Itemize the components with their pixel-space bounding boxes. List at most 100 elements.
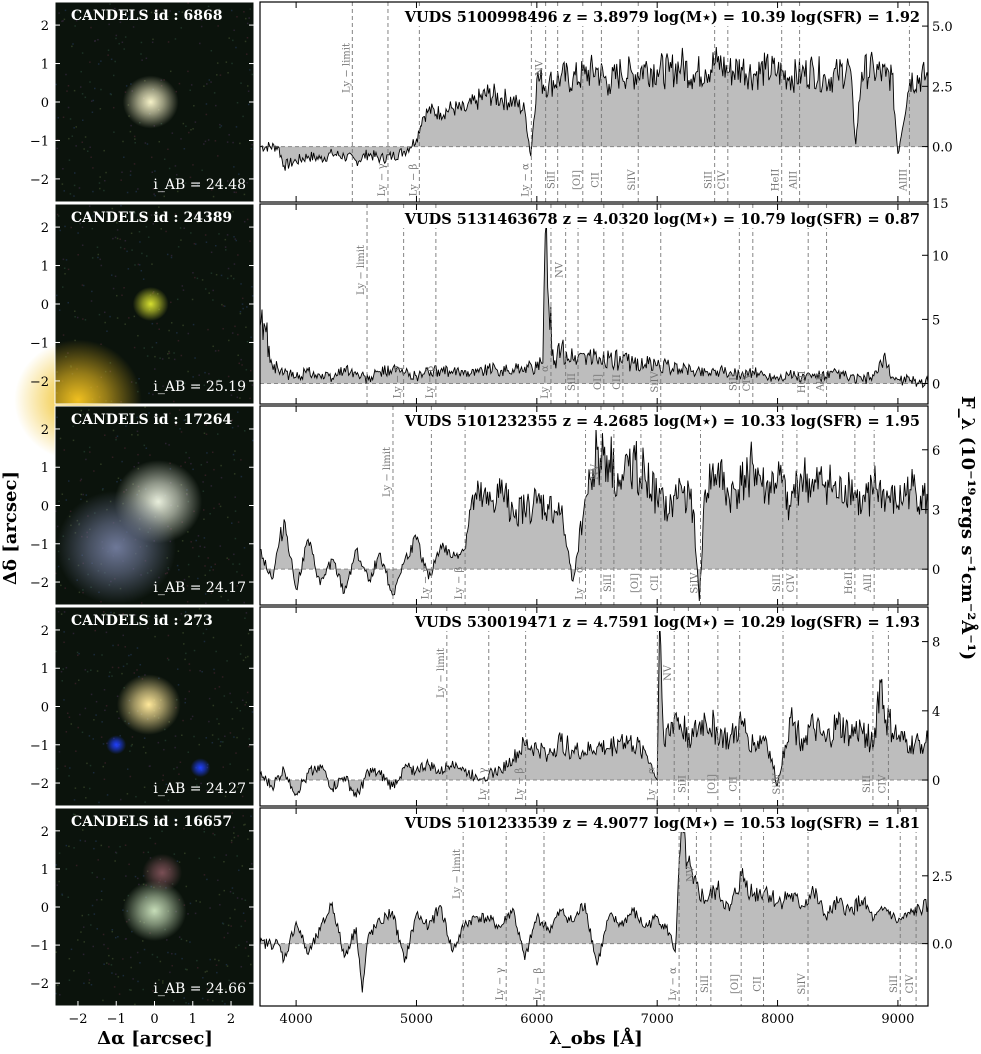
noise-pixel [177,991,180,993]
noise-pixel [237,521,240,523]
noise-pixel [56,884,58,886]
noise-pixel [173,358,176,361]
noise-pixel [241,699,244,701]
noise-pixel [184,658,186,661]
noise-pixel [241,795,244,798]
noise-pixel [103,189,105,192]
noise-pixel [227,932,229,934]
feature-label: CII [729,776,740,792]
noise-pixel [216,971,218,974]
spectrum-plot-area: Ly − limit Ly − γ Ly − β Ly − α NV SiII [OI] CI… [260,808,928,1006]
noise-pixel [133,315,136,318]
noise-pixel [210,272,213,274]
noise-pixel [138,264,141,266]
noise-pixel [59,229,61,232]
feature-label: Ly − β [408,163,419,196]
noise-pixel [100,890,103,893]
noise-pixel [163,158,166,160]
noise-pixel [84,669,87,671]
noise-pixel [137,263,140,266]
noise-pixel [100,264,103,267]
noise-pixel [103,149,105,152]
noise-pixel [108,23,110,26]
noise-pixel [146,615,149,618]
noise-pixel [251,73,254,76]
spectrum-x-tick-label: 6000 [520,1012,553,1027]
noise-pixel [64,587,66,589]
noise-pixel [242,659,245,662]
noise-pixel [170,301,172,304]
noise-pixel [170,254,173,257]
spectrum-plot-area: Ly − limit Ly − γ Ly − β Ly − α NV SiII [OI] CI… [260,2,928,202]
feature-label: NV [535,59,546,76]
noise-pixel [251,295,254,297]
noise-pixel [219,745,222,747]
noise-pixel [199,901,201,903]
feature-label: Ly − limit [382,447,393,497]
noise-pixel [178,409,181,411]
noise-pixel [146,355,149,357]
feature-label: SiII [700,975,711,993]
noise-pixel [207,139,210,141]
noise-pixel [228,339,230,342]
noise-pixel [247,955,250,957]
source-blob [116,674,181,735]
noise-pixel [226,660,228,662]
noise-pixel [56,416,58,419]
image-y-tick-label: −2 [30,977,49,992]
noise-pixel [64,9,67,12]
noise-pixel [231,419,234,421]
noise-pixel [232,210,234,213]
noise-pixel [112,644,114,647]
feature-label: SiII [772,574,783,592]
feature-label: NV [685,865,696,882]
feature-label: Ly − limit [356,245,367,295]
noise-pixel [137,980,139,983]
feature-label: Ly − limit [341,43,352,93]
feature-label: HeII [797,371,808,394]
noise-pixel [102,16,105,19]
spectrum-fill [260,47,928,171]
noise-pixel [206,988,208,990]
spectrum-frame [259,203,929,405]
noise-pixel [104,709,106,712]
noise-pixel [234,537,237,540]
feature-label: Ly − α [520,163,531,197]
noise-pixel [158,328,160,330]
image-y-tick-label: −2 [30,576,49,591]
noise-pixel [115,37,117,40]
noise-pixel [93,913,96,915]
noise-pixel [56,213,59,216]
noise-pixel [250,815,252,817]
noise-pixel [72,439,75,442]
spectrum-y-tick-label: 15 [932,197,949,212]
noise-pixel [65,666,68,669]
image-y-tick-label: 1 [41,260,49,275]
noise-pixel [235,126,238,128]
noise-pixel [151,953,154,956]
feature-label: SiIV [690,572,701,594]
noise-pixel [118,993,121,995]
noise-pixel [176,382,178,384]
noise-pixel [161,358,164,360]
image-y-tick-label: 1 [41,662,49,677]
noise-pixel [114,60,116,63]
noise-pixel [205,628,208,631]
spectrum-y-tick-label: 0.0 [932,141,953,156]
noise-pixel [208,373,210,375]
noise-pixel [251,439,254,442]
image-y-tick-label: 1 [41,58,49,73]
noise-pixel [188,690,191,693]
noise-pixel [181,11,184,14]
noise-pixel [193,104,195,107]
image-x-tick-label: 2 [227,1012,235,1027]
noise-pixel [123,48,125,50]
noise-pixel [91,111,94,113]
noise-pixel [151,346,154,349]
noise-pixel [241,364,243,366]
noise-pixel [132,26,135,28]
noise-pixel [75,864,78,867]
noise-pixel [73,89,76,92]
noise-pixel [232,832,235,834]
noise-pixel [152,38,154,41]
